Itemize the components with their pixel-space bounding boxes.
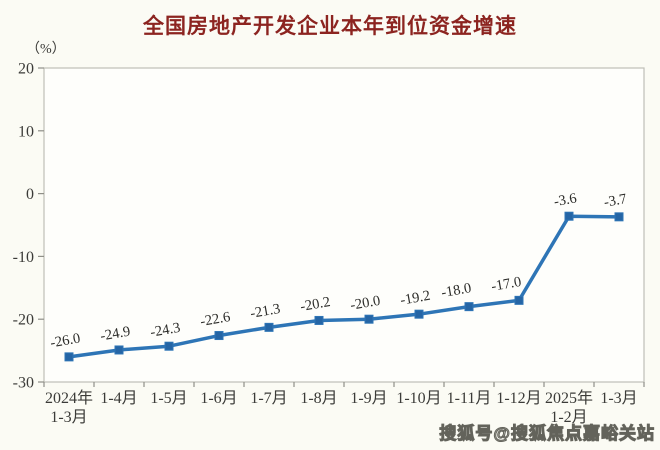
x-axis-tick-label: 1-4月 (100, 390, 137, 407)
x-axis-tick-label: 1-12月 (496, 390, 541, 407)
x-axis-tick-label: 1-7月 (250, 390, 287, 407)
data-point-label: -22.6 (199, 309, 232, 330)
plot-area (43, 67, 645, 383)
data-point-marker (314, 315, 324, 325)
x-axis-tick-label: 1-6月 (200, 390, 237, 407)
data-point-label: -3.6 (553, 190, 578, 210)
series-line (67, 214, 621, 359)
data-point-marker (564, 211, 574, 221)
data-point-label: -24.9 (99, 324, 132, 345)
data-point-label: -19.2 (399, 288, 432, 309)
y-axis-tick-label: 20 (18, 61, 34, 78)
x-axis-tick-label: 2024年 (45, 389, 93, 407)
x-axis-tick-label: 1-2月 (550, 409, 587, 426)
data-point-label: -17.0 (490, 274, 523, 295)
data-point-marker (464, 302, 474, 312)
x-axis-tick-label: 1-3月 (50, 409, 87, 426)
data-point-label: -26.0 (49, 330, 82, 351)
x-axis-tick-label: 1-5月 (150, 390, 187, 407)
data-point-marker (114, 345, 124, 355)
data-point-label: -20.2 (299, 294, 332, 315)
y-axis-tick-label: 0 (26, 186, 34, 203)
x-axis-tick-label: 1-10月 (396, 390, 441, 407)
x-axis-tick-label: 1-8月 (300, 390, 337, 407)
y-axis-tick-label: 10 (18, 123, 34, 140)
data-point-label: -18.0 (440, 280, 473, 301)
x-axis-tick-label: 1-11月 (447, 390, 492, 407)
chart-title: 全国房地产开发企业本年到位资金增速 (143, 15, 517, 38)
watermark: 搜狐号@搜狐焦点嘉峪关站 (439, 424, 655, 444)
data-point-label: -21.3 (249, 301, 282, 322)
y-axis-unit-label: （%） (26, 42, 66, 57)
y-axis-tick-label: -10 (13, 249, 34, 266)
x-axis-tick-label: 1-3月 (600, 390, 637, 407)
x-axis-tick-label: 2025年 (545, 389, 593, 407)
y-axis-tick-label: -30 (13, 375, 34, 392)
data-point-marker (64, 352, 74, 362)
data-point-marker (264, 322, 274, 332)
data-point-marker (514, 295, 524, 305)
data-point-marker (414, 309, 424, 319)
data-point-label: -20.0 (349, 293, 382, 314)
data-point-marker (164, 341, 174, 351)
data-point-label: -24.3 (149, 320, 182, 341)
data-point-label: -3.7 (603, 191, 628, 211)
data-point-marker (214, 331, 224, 341)
x-axis-tick-label: 1-9月 (350, 390, 387, 407)
data-point-marker (364, 314, 374, 324)
y-axis-tick-label: -20 (13, 312, 34, 329)
data-point-marker (614, 212, 624, 222)
